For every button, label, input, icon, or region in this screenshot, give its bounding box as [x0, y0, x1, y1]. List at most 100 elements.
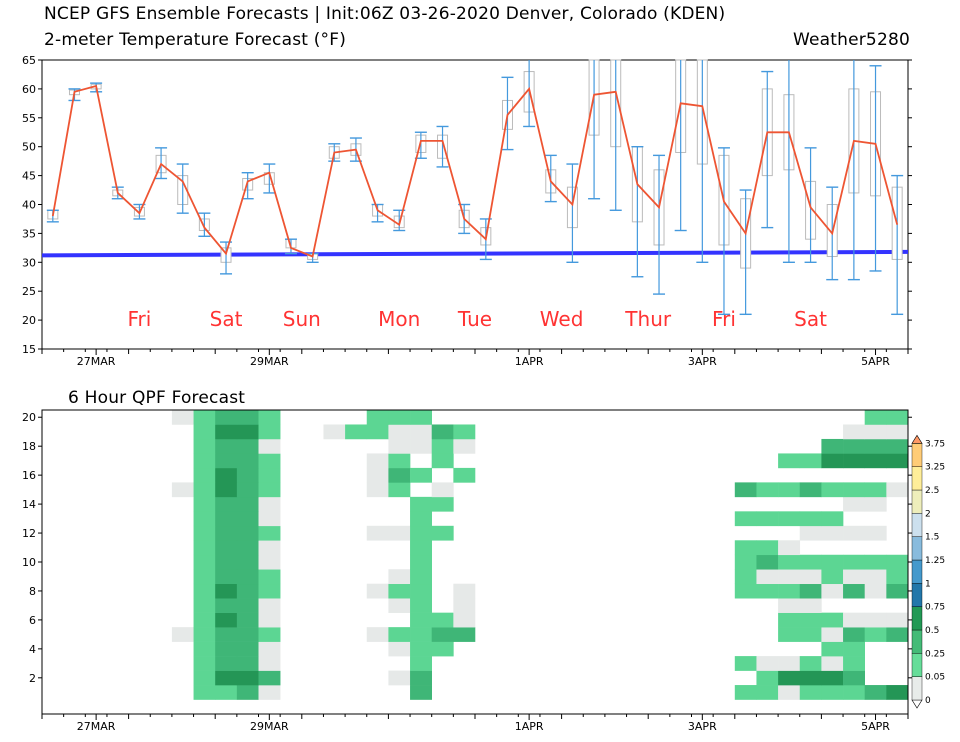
qpf-cell: [388, 467, 411, 483]
qpf-cell: [778, 685, 801, 700]
qpf-cell: [193, 410, 216, 425]
qpf-cell: [756, 685, 779, 700]
qpf-cell: [236, 511, 259, 527]
qpf-cell: [171, 482, 194, 498]
forecast-title: NCEP GFS Ensemble Forecasts | Init:06Z 0…: [44, 4, 726, 24]
qpf-cell: [778, 511, 801, 527]
y-tick-label: 20: [22, 314, 36, 327]
day-label: Sat: [210, 307, 243, 331]
y-tick-label: 20: [22, 411, 36, 424]
qpf-cell: [193, 554, 216, 570]
qpf-cell: [778, 554, 801, 570]
qpf-cell: [843, 569, 865, 585]
colorbar-segment: [911, 629, 923, 654]
qpf-cell: [215, 540, 238, 556]
colorbar-label: 3.25: [925, 463, 945, 473]
qpf-cell: [193, 424, 216, 440]
colorbar-segment: [911, 699, 923, 709]
qpf-cell: [756, 569, 779, 585]
qpf-cell: [366, 525, 389, 541]
x-tick-label: 27MAR: [77, 355, 116, 368]
qpf-cell: [388, 424, 411, 440]
qpf-cell: [215, 554, 238, 570]
qpf-cell: [410, 670, 432, 686]
qpf-cell: [431, 525, 454, 541]
y-tick-label: 15: [22, 343, 36, 356]
x-tick-label: 1APR: [515, 355, 544, 368]
qpf-cell: [799, 511, 822, 527]
qpf-cell: [821, 627, 844, 642]
y-tick-label: 40: [22, 199, 36, 212]
box-plot: [609, 59, 622, 211]
qpf-cell: [799, 583, 822, 599]
qpf-cell: [366, 482, 389, 498]
colorbar-segment: [911, 489, 923, 514]
colorbar-label: 2.5: [925, 486, 939, 496]
qpf-cell: [431, 482, 454, 498]
qpf-cell: [345, 424, 368, 440]
temperature-chart: 15 20 25 30 35 40 45 50 55 60 65 27MAR 29MAR 1APR 3APR…: [22, 54, 912, 368]
box-plot: [891, 174, 904, 316]
qpf-cell: [193, 685, 216, 700]
qpf-cell: [886, 482, 909, 498]
qpf-cell: [215, 511, 238, 527]
qpf-cell: [778, 482, 801, 498]
qpf-cell: [215, 525, 238, 541]
qpf-cell: [258, 598, 281, 613]
qpf-cell: [821, 612, 844, 628]
qpf-cell: [453, 438, 476, 454]
qpf-cell: [236, 410, 259, 425]
qpf-heatmap: 2 4 6 8 10 12 14 16 18 20 27MAR 29MAR 1APR 3APR 5APR: [22, 409, 912, 733]
qpf-cell: [258, 641, 281, 657]
qpf-cell: [886, 438, 909, 454]
y-tick-label: 12: [22, 527, 36, 540]
qpf-cell: [799, 453, 822, 469]
qpf-cell: [236, 656, 259, 671]
box-plot: [739, 189, 752, 316]
qpf-cell: [886, 424, 909, 440]
y-tick-label: 50: [22, 141, 36, 154]
qpf-cell: [388, 627, 411, 642]
qpf-cell: [864, 482, 887, 498]
qpf-cell: [258, 482, 281, 498]
qpf-cell: [236, 569, 259, 585]
y-tick-label: 18: [22, 440, 36, 453]
qpf-cell: [431, 612, 454, 628]
qpf-cell: [215, 685, 238, 700]
qpf-cell: [734, 685, 757, 700]
qpf-cell: [410, 685, 432, 700]
day-label: Tue: [457, 307, 492, 331]
qpf-cell: [864, 525, 887, 541]
qpf-cell: [236, 612, 259, 628]
qpf-cell: [799, 598, 822, 613]
qpf-cell: [734, 583, 757, 599]
qpf-cell: [843, 627, 865, 642]
qpf-cell: [799, 482, 822, 498]
qpf-cell: [864, 569, 887, 585]
qpf-cell: [778, 453, 801, 469]
qpf-cell: [410, 656, 432, 671]
qpf-cell: [236, 641, 259, 657]
qpf-cell: [215, 467, 238, 483]
colorbar-label: 0: [925, 696, 931, 706]
qpf-cell: [215, 583, 238, 599]
qpf-cell: [236, 670, 259, 686]
box-plot: [393, 209, 406, 232]
qpf-cell: [778, 670, 801, 686]
qpf-cell: [843, 670, 865, 686]
qpf-cell: [258, 685, 281, 700]
qpf-cell: [258, 670, 281, 686]
qpf-cell: [799, 670, 822, 686]
qpf-cell: [410, 627, 432, 642]
qpf-cell: [886, 410, 909, 425]
qpf-cell: [821, 554, 844, 570]
qpf-cell: [886, 453, 909, 469]
qpf-cell: [366, 453, 389, 469]
qpf-cell: [258, 525, 281, 541]
y-tick-label: 55: [22, 112, 36, 125]
qpf-cell: [843, 482, 865, 498]
qpf-cell: [323, 424, 346, 440]
qpf-cell: [410, 540, 432, 556]
qpf-cell: [258, 511, 281, 527]
colorbar-segment: [911, 513, 923, 537]
